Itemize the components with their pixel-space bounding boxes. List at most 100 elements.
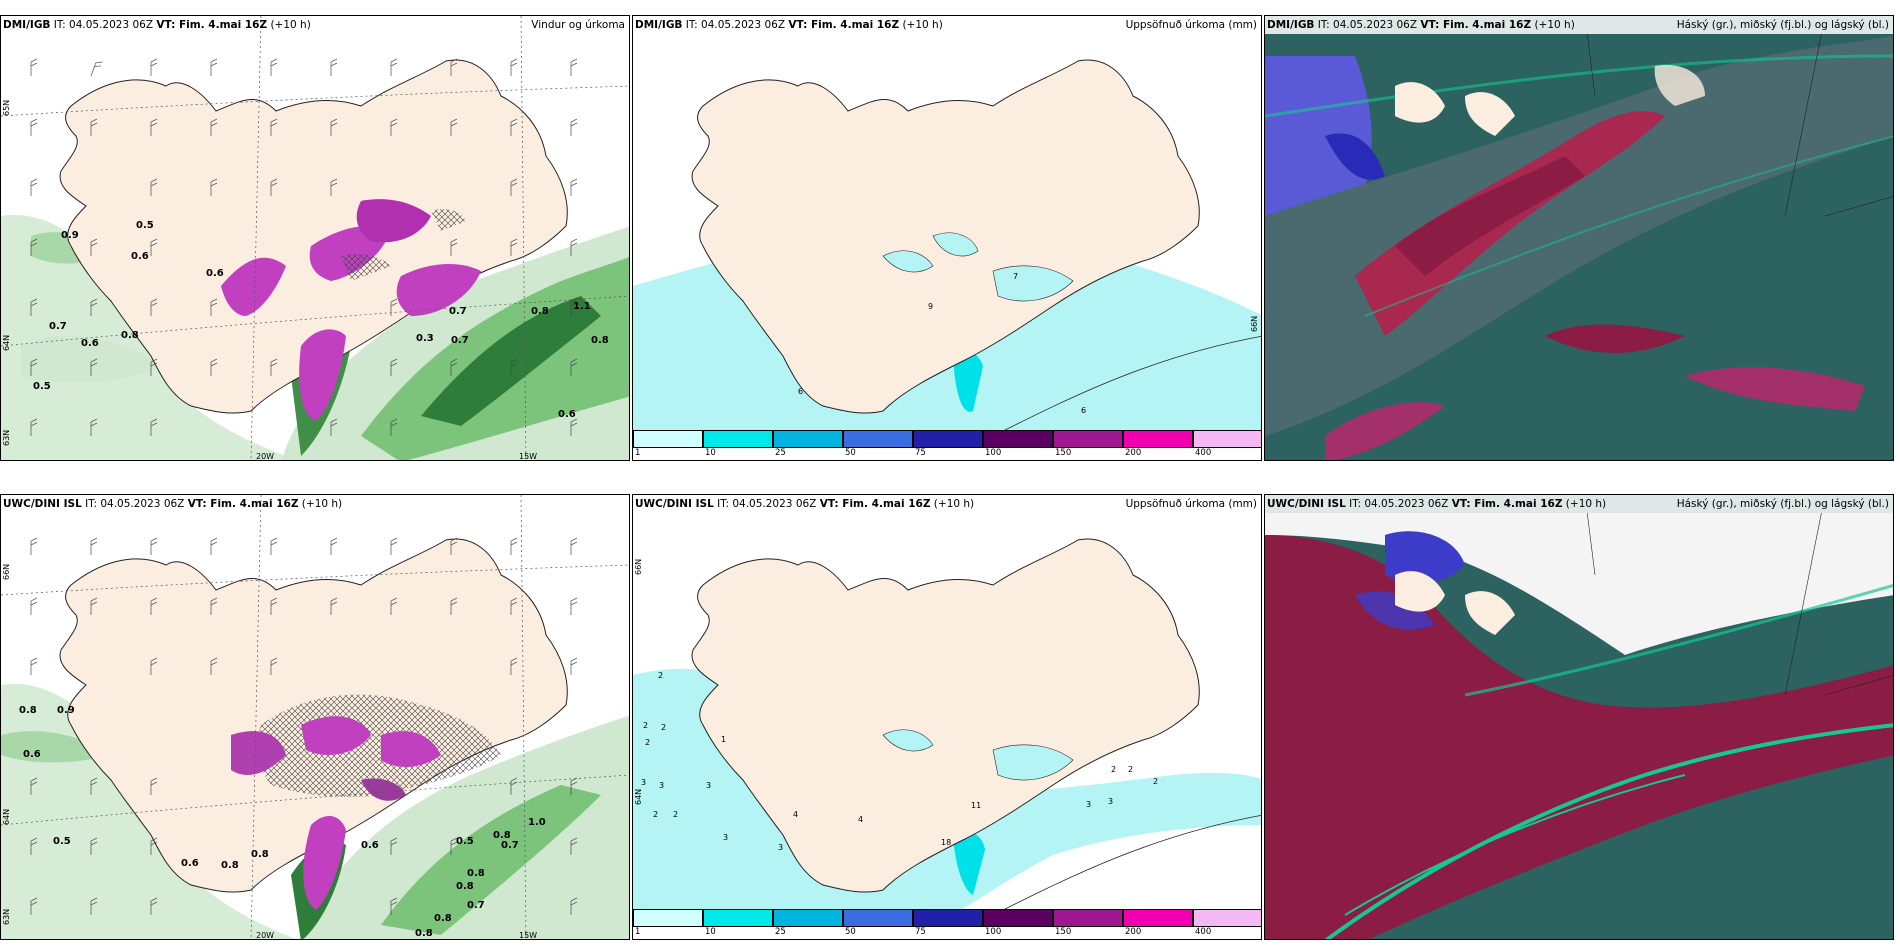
- panel-header: DMI/IGB IT: 04.05.2023 06Z VT: Fim. 4.ma…: [1265, 16, 1893, 34]
- lead-time: (+10 h): [270, 19, 311, 31]
- colorbar-segment: [1123, 909, 1193, 927]
- valid-time: VT: Fim. 4.mai 16Z: [187, 498, 299, 510]
- colorbar-segment: [843, 430, 913, 448]
- value-label: 0.8: [221, 860, 239, 871]
- value-label: 1.0: [528, 817, 546, 828]
- colorbar-tick-label: 75: [915, 927, 926, 937]
- init-time: IT: 04.05.2023 06Z: [685, 19, 786, 31]
- value-label: 3: [1108, 797, 1113, 806]
- model-name: UWC/DINI ISL: [1267, 498, 1346, 510]
- colorbar-tick-label: 200: [1125, 448, 1142, 458]
- lon-label: 15W: [519, 452, 537, 461]
- colorbar-segment: [843, 909, 913, 927]
- value-label: 0.6: [181, 858, 199, 869]
- colorbar-segment: [913, 430, 983, 448]
- value-label: 0.8: [19, 705, 37, 716]
- value-label: 0.6: [361, 840, 379, 851]
- value-label: 0.6: [131, 251, 149, 262]
- colorbar-tick-label: 50: [845, 927, 856, 937]
- value-label: 0.7: [49, 321, 67, 332]
- value-label: 0.5: [136, 220, 154, 231]
- value-label: 2: [643, 721, 648, 730]
- value-label: 0.8: [434, 913, 452, 924]
- panel-header: DMI/IGB IT: 04.05.2023 06Z VT: Fim. 4.ma…: [633, 16, 1261, 34]
- wind-precip-map: 0.9 0.5 0.6 0.6 0.7 0.6 0.8 0.5 0.7 0.8 …: [1, 16, 629, 461]
- value-label: 0.8: [531, 306, 549, 317]
- value-label: 11: [971, 801, 981, 810]
- value-label: 4: [793, 810, 798, 819]
- cloud-map: [1265, 16, 1893, 460]
- lat-label: 65N: [2, 100, 11, 116]
- model-name: DMI/IGB: [635, 19, 683, 31]
- value-label: 0.9: [57, 705, 75, 716]
- colorbar-tick-label: 50: [845, 448, 856, 458]
- colorbar-segment: [633, 430, 703, 448]
- lat-label: 66N: [634, 559, 643, 575]
- value-label: 0.5: [53, 836, 71, 847]
- colorbar-tick-label: 400: [1195, 448, 1212, 458]
- lat-label: 64N: [2, 809, 11, 825]
- colorbar-tick-label: 100: [985, 927, 1002, 937]
- product-title: Háský (gr.), miðský (fj.bl.) og lágský (…: [1676, 19, 1889, 31]
- product-title: Uppsöfnuð úrkoma (mm): [1125, 498, 1257, 510]
- product-title: Vindur og úrkoma: [531, 19, 625, 31]
- value-label: 0.8: [467, 868, 485, 879]
- value-label: 2: [653, 810, 658, 819]
- valid-time: VT: Fim. 4.mai 16Z: [1420, 19, 1532, 31]
- value-label: 2: [658, 671, 663, 680]
- panel-dmi-precip[interactable]: DMI/IGB IT: 04.05.2023 06Z VT: Fim. 4.ma…: [632, 15, 1262, 461]
- colorbar-tick-label: 1: [635, 927, 641, 937]
- value-label: 3: [641, 778, 646, 787]
- colorbar-segment: [773, 909, 843, 927]
- value-label: 0.6: [23, 749, 41, 760]
- value-label: 0.6: [206, 268, 224, 279]
- model-name: DMI/IGB: [3, 19, 51, 31]
- value-label: 0.8: [121, 330, 139, 341]
- init-time: IT: 04.05.2023 06Z: [1317, 19, 1418, 31]
- lat-label: 64N: [634, 789, 643, 805]
- colorbar-segment: [773, 430, 843, 448]
- value-label: 6: [1081, 406, 1086, 415]
- lead-time: (+10 h): [933, 498, 975, 510]
- value-label: 3: [778, 843, 783, 852]
- colorbar-segment: [1053, 430, 1123, 448]
- value-label: 0.8: [251, 849, 269, 860]
- lat-label: 63N: [2, 909, 11, 925]
- value-label: 2: [645, 738, 650, 747]
- panel-dmi-clouds[interactable]: DMI/IGB IT: 04.05.2023 06Z VT: Fim. 4.ma…: [1264, 15, 1894, 461]
- product-title: Uppsöfnuð úrkoma (mm): [1125, 19, 1257, 31]
- value-label: 0.8: [456, 881, 474, 892]
- value-label: 0.9: [61, 230, 79, 241]
- precip-colorbar: 1 10 25 50 75 100 150 200 400: [633, 430, 1261, 460]
- value-label: 0.6: [558, 409, 576, 420]
- colorbar-segment: [703, 430, 773, 448]
- model-name: UWC/DINI ISL: [635, 498, 714, 510]
- colorbar-tick-label: 400: [1195, 927, 1212, 937]
- init-time: IT: 04.05.2023 06Z: [53, 19, 154, 31]
- colorbar-segment: [633, 909, 703, 927]
- panel-dmi-wind[interactable]: DMI/IGB IT: 04.05.2023 06Z VT: Fim. 4.ma…: [0, 15, 630, 461]
- value-label: 0.8: [415, 928, 433, 939]
- colorbar-tick-label: 100: [985, 448, 1002, 458]
- panel-header: DMI/IGB IT: 04.05.2023 06Z VT: Fim. 4.ma…: [1, 16, 629, 34]
- value-label: 6: [798, 387, 803, 396]
- value-label: 0.7: [451, 335, 469, 346]
- value-label: 3: [1086, 800, 1091, 809]
- value-label: 1.1: [573, 301, 591, 312]
- valid-time: VT: Fim. 4.mai 16Z: [1451, 498, 1563, 510]
- colorbar-tick-label: 200: [1125, 927, 1142, 937]
- valid-time: VT: Fim. 4.mai 16Z: [788, 19, 900, 31]
- init-time: IT: 04.05.2023 06Z: [1349, 498, 1449, 510]
- value-label: 18: [941, 838, 951, 847]
- value-label: 0.6: [81, 338, 99, 349]
- panel-uwc-wind[interactable]: UWC/DINI ISL IT: 04.05.2023 06Z VT: Fim.…: [0, 494, 630, 940]
- value-label: 2: [1153, 777, 1158, 786]
- lon-label: 20W: [256, 931, 274, 940]
- panel-uwc-precip[interactable]: UWC/DINI ISL IT: 04.05.2023 06Z VT: Fim.…: [632, 494, 1262, 940]
- panel-uwc-clouds[interactable]: UWC/DINI ISL IT: 04.05.2023 06Z VT: Fim.…: [1264, 494, 1894, 940]
- value-label: 2: [673, 810, 678, 819]
- colorbar-segment: [703, 909, 773, 927]
- colorbar-segment: [1123, 430, 1193, 448]
- precip-map: 2 2 2 2 1 3 3 3 4 2 2 3 4 11 18 3 3 2 2 …: [633, 538, 1261, 925]
- colorbar-tick-label: 150: [1055, 448, 1072, 458]
